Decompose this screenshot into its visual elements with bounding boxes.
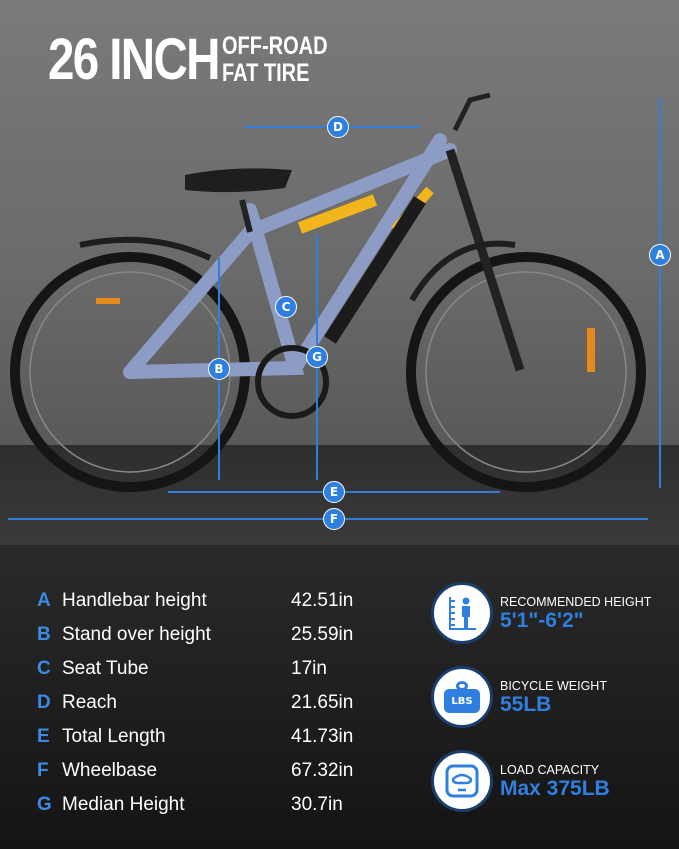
spec-bicycle-weight: LBS BICYCLE WEIGHT 55LB	[425, 666, 675, 730]
bicycle-diagram	[8, 92, 661, 520]
frame	[123, 133, 457, 379]
seatpost	[239, 199, 253, 233]
product-photo: 26 INCH OFF-ROAD FAT TIRE	[0, 0, 679, 545]
marker-d: D	[327, 116, 349, 138]
saddle	[185, 168, 292, 193]
chainring	[255, 345, 329, 419]
front-fender	[409, 240, 516, 302]
marker-c: C	[275, 296, 297, 318]
front-wheel	[406, 252, 646, 492]
weight-lbs-icon: LBS	[431, 666, 493, 728]
marker-g: G	[306, 346, 328, 368]
headline-big: 26 INCH	[48, 27, 221, 92]
marker-b: B	[208, 358, 230, 380]
rear-fender	[79, 236, 212, 261]
handlebar	[452, 92, 491, 132]
marker-e: E	[323, 481, 345, 503]
spec-recommended-height: RECOMMENDED HEIGHT 5'1"-6'2"	[425, 582, 675, 646]
headline: 26 INCH OFF-ROAD FAT TIRE	[48, 26, 354, 93]
person-height-icon	[431, 582, 493, 644]
bicycle	[10, 92, 646, 492]
headline-line2: FAT TIRE	[222, 58, 310, 87]
headline-line1: OFF-ROAD	[222, 31, 328, 60]
spec-load-capacity: LOAD CAPACITY Max 375LB	[425, 750, 675, 814]
fork	[445, 148, 525, 372]
marker-a: A	[649, 244, 671, 266]
scale-icon	[431, 750, 493, 812]
marker-f: F	[323, 508, 345, 530]
spec-panel: A Handlebar height 42.51in B Stand over hei…	[0, 545, 679, 849]
